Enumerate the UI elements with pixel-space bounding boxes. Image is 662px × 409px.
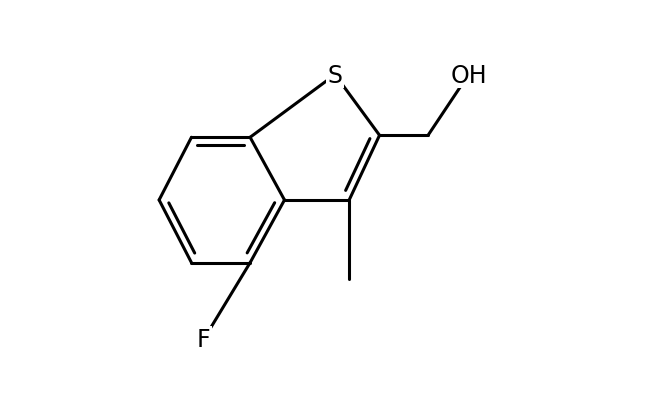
Text: S: S: [328, 63, 342, 88]
Text: F: F: [197, 328, 211, 352]
Text: OH: OH: [450, 63, 487, 88]
